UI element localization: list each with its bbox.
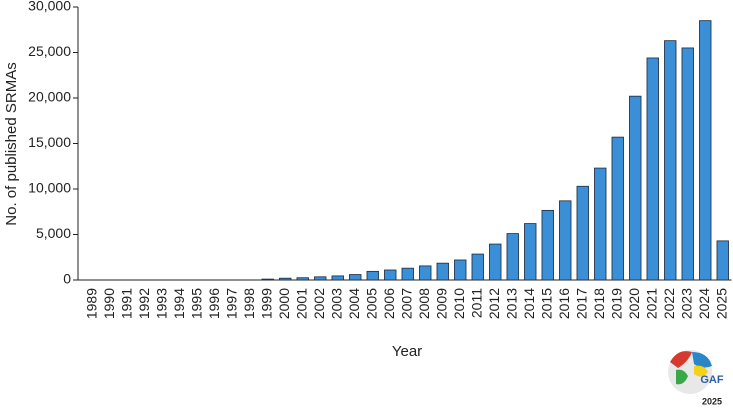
y-tick-label: 20,000 [28,89,71,105]
x-tick-label: 2011 [468,288,484,318]
bar [384,269,397,281]
x-tick-label: 2014 [521,288,537,319]
x-tick-label: 2019 [608,288,624,319]
bar [419,265,432,281]
bar [349,274,362,281]
y-tick-label: 30,000 [28,0,71,14]
logo: GAF 2025 [668,350,724,406]
x-tick-label: 2017 [573,288,589,319]
x-tick-label: 1990 [101,288,117,319]
logo-shape [676,369,688,385]
bar [489,243,502,281]
bar [436,262,449,281]
x-tick-label: 1991 [118,288,134,319]
x-tick-label: 1992 [136,288,152,319]
x-tick-label: 2025 [713,288,729,319]
x-tick-label: 2004 [346,288,362,319]
x-tick-label: 1995 [188,288,204,319]
bar [366,270,379,281]
x-tick-label: 2009 [433,288,449,319]
x-tick-label: 2021 [643,288,659,319]
bar [541,209,554,281]
x-tick-label: 2006 [381,288,397,319]
logo-shape [694,365,708,377]
x-tick-label: 2003 [328,288,344,319]
y-tick-label: 0 [63,271,71,287]
y-tick-label: 5,000 [36,225,71,241]
y-tick-label: 15,000 [28,134,71,150]
x-tick-label: 2013 [503,288,519,319]
bar [296,277,309,281]
bar [314,276,327,281]
x-tick-label: 2016 [556,288,572,319]
x-tick-label: 2020 [626,288,642,319]
x-tick-label: 2000 [276,288,292,319]
x-tick-label: 1997 [223,288,239,319]
x-tick-label: 2007 [398,288,414,319]
x-axis-title: Year [392,343,422,360]
bar [681,47,694,281]
bar [524,223,537,281]
bar [699,20,712,281]
bar [611,136,624,281]
x-tick-label: 2023 [678,288,694,319]
bar [576,185,589,281]
bar [594,167,607,281]
x-tick-label: 2002 [311,288,327,319]
x-tick-label: 2022 [661,288,677,319]
bar [261,278,274,281]
bar [401,267,414,281]
x-tick-label: 2005 [363,288,379,319]
bar [279,277,292,281]
y-tick-label: 10,000 [28,180,71,196]
bar [629,95,642,281]
x-tick-label: 1989 [83,288,99,319]
bar [506,233,519,281]
x-tick-label: 1994 [171,288,187,319]
logo-text: GAF [700,374,724,386]
bar [454,259,467,281]
x-tick-label: 1996 [206,288,222,319]
logo-shape [670,351,692,368]
x-tick-label: 2024 [696,288,712,319]
x-tick-label: 2010 [451,288,467,319]
x-tick-label: 1998 [241,288,257,319]
x-tick-label: 2018 [591,288,607,319]
bar [471,253,484,281]
bar [331,275,344,281]
x-tick-label: 2012 [486,288,502,319]
bar [646,57,659,281]
bar [559,200,572,281]
x-tick-label: 1999 [258,288,274,319]
y-axis-title: No. of published SRMAs [3,62,20,225]
bar [664,40,677,281]
x-tick-label: 2015 [538,288,554,319]
bar [716,240,729,281]
logo-year: 2025 [702,396,722,406]
logo-shape [692,352,712,368]
y-tick-label: 25,000 [28,43,71,59]
x-tick-label: 2001 [293,288,309,319]
x-tick-label: 2008 [416,288,432,319]
x-tick-label: 1993 [153,288,169,319]
